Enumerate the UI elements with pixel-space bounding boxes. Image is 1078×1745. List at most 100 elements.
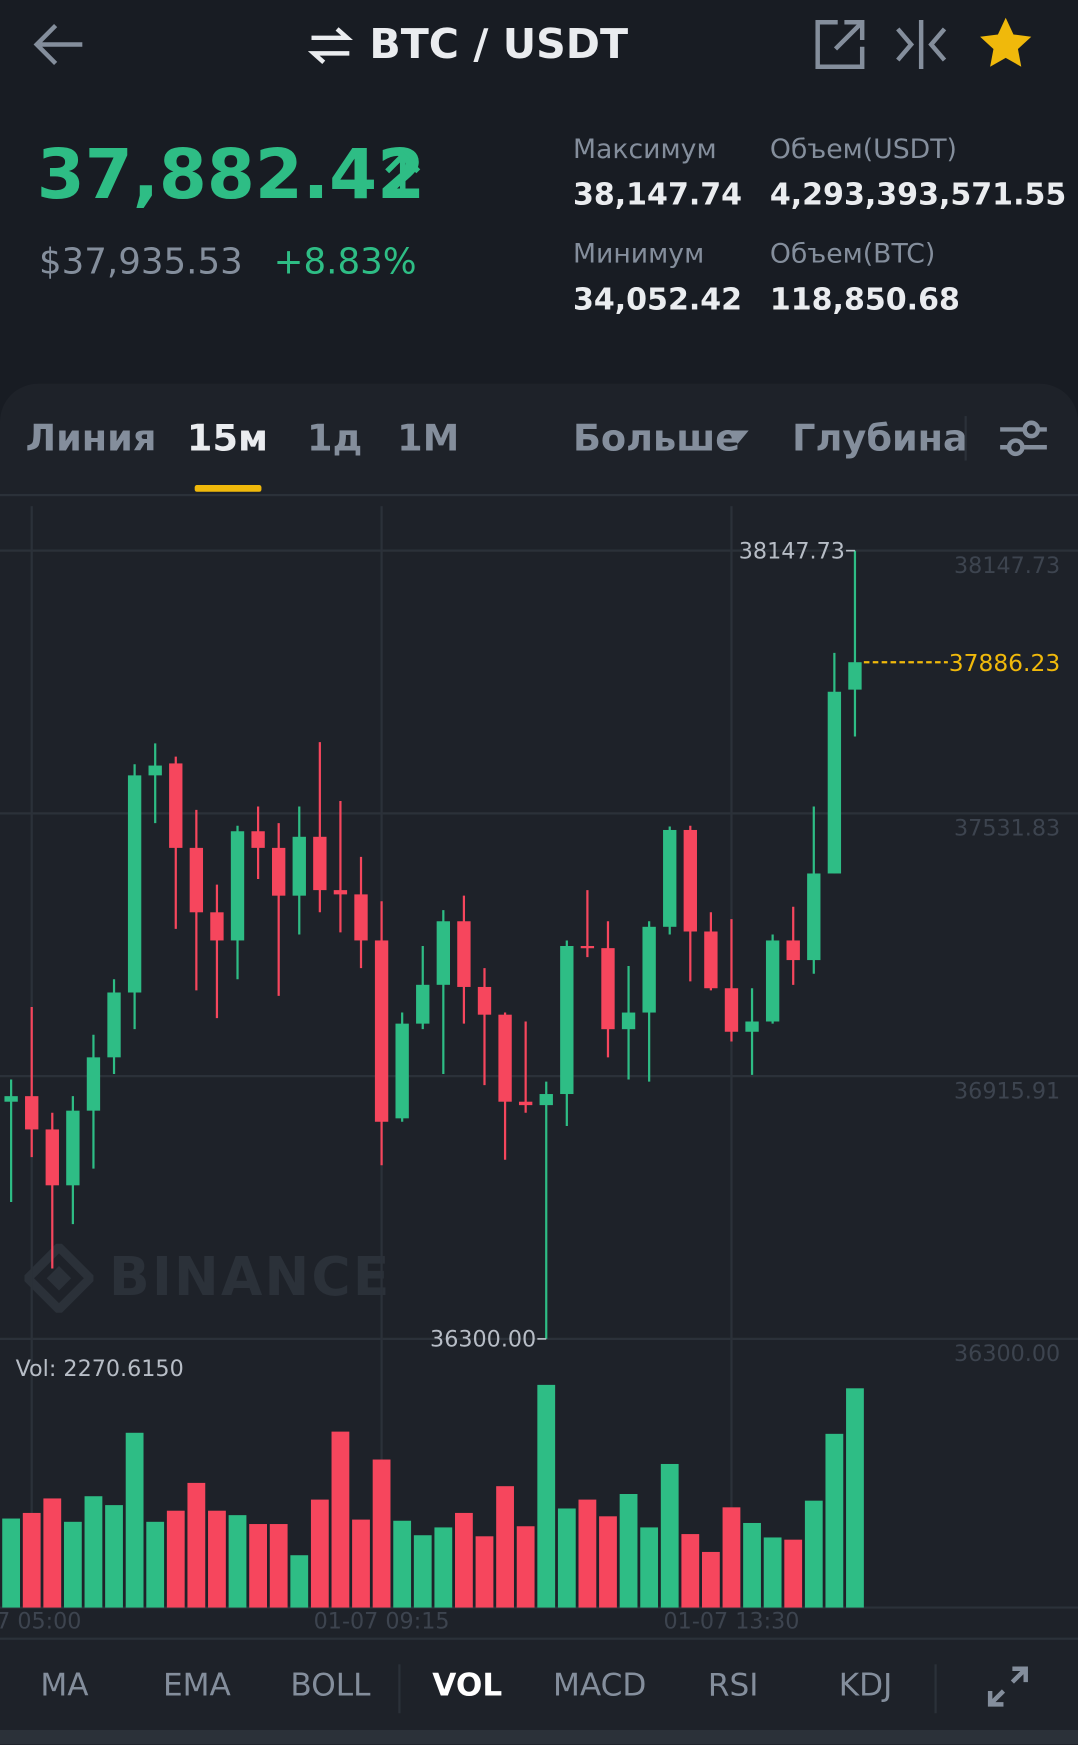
- candle-body: [251, 831, 265, 848]
- candle-body: [827, 691, 842, 874]
- bottom-bar: [0, 1729, 1078, 1745]
- candle-body: [45, 1129, 59, 1186]
- stat-value: 34,052.42: [572, 282, 743, 318]
- last-price-label: 37886.23: [949, 649, 1060, 677]
- volume-bar: [393, 1520, 412, 1608]
- indicator-tab[interactable]: EMA: [162, 1666, 231, 1704]
- price-change: +8.83%: [273, 240, 417, 283]
- candle-body: [313, 836, 327, 891]
- indicator-tab[interactable]: KDJ: [838, 1666, 893, 1704]
- stat-value: 118,850.68: [769, 282, 960, 318]
- tab[interactable]: 15м: [186, 416, 269, 460]
- divider: [934, 1664, 937, 1714]
- candle-body: [210, 912, 224, 941]
- volume-bar: [166, 1510, 185, 1608]
- tab-dropdown[interactable]: Больше: [572, 416, 741, 460]
- compare-icon[interactable]: [893, 18, 949, 71]
- candle-body: [539, 1094, 553, 1106]
- volume-bar: [43, 1498, 62, 1608]
- volume-bar: [413, 1535, 432, 1608]
- indicator-tab[interactable]: VOL: [432, 1666, 503, 1704]
- share-icon[interactable]: [813, 18, 866, 71]
- stat-label: Объем(USDT): [769, 133, 957, 165]
- volume-bar: [743, 1522, 761, 1608]
- volume-bar: [599, 1516, 617, 1608]
- volume-bar: [846, 1388, 864, 1608]
- active-tab-indicator: [194, 485, 261, 492]
- stat-value: 4,293,393,571.55: [769, 178, 1067, 213]
- volume-bar: [187, 1482, 206, 1608]
- volume-bar: [557, 1508, 576, 1608]
- volume-bar: [784, 1539, 803, 1608]
- indicator-tab[interactable]: MACD: [552, 1666, 647, 1704]
- indicator-tab[interactable]: MA: [40, 1666, 89, 1704]
- volume-bar: [804, 1500, 823, 1608]
- volume-bar: [63, 1521, 82, 1608]
- volume-bar: [372, 1459, 391, 1608]
- indicator-tab[interactable]: RSI: [707, 1666, 759, 1704]
- y-tick-label: 38147.73: [954, 553, 1060, 579]
- candle-body: [683, 829, 697, 932]
- last-price: 37,882.42: [36, 133, 426, 215]
- y-tick-label: 36300.00: [954, 1341, 1060, 1367]
- volume-bar: [2, 1518, 21, 1608]
- candle-body: [663, 829, 677, 927]
- low-marker-label: 36300.00: [430, 1327, 536, 1353]
- stat-value: 38,147.74: [572, 178, 743, 213]
- candle-body: [436, 921, 451, 985]
- fullscreen-icon[interactable]: [986, 1664, 1030, 1709]
- tab[interactable]: Глубина: [792, 416, 968, 460]
- volume-bar: [475, 1536, 494, 1608]
- tab[interactable]: Линия: [25, 416, 157, 460]
- divider: [964, 416, 967, 461]
- candle-body: [416, 984, 430, 1024]
- settings-icon[interactable]: [998, 418, 1049, 458]
- watermark-logo: [24, 1243, 94, 1313]
- candle-body: [621, 1012, 636, 1030]
- volume-bar: [516, 1526, 535, 1608]
- high-marker-label: 38147.73: [739, 538, 845, 564]
- candle-body: [745, 1021, 759, 1032]
- candle-body: [333, 890, 348, 895]
- candle-body: [848, 662, 862, 690]
- volume-bar: [331, 1431, 350, 1608]
- candle-body: [86, 1057, 101, 1111]
- volume-bar: [681, 1534, 700, 1608]
- pair-title: BTC / USDT: [369, 20, 629, 68]
- volume-bar: [228, 1515, 247, 1608]
- candle-body: [148, 765, 162, 776]
- watermark: BINANCE: [109, 1246, 392, 1309]
- candle-body: [498, 1014, 512, 1102]
- volume-bar: [578, 1499, 597, 1608]
- candle-body: [107, 992, 121, 1058]
- candle-body: [354, 894, 368, 941]
- candle-body: [272, 847, 286, 896]
- volume-bar: [352, 1519, 370, 1608]
- candle-body: [66, 1110, 80, 1186]
- candle-body: [4, 1096, 18, 1102]
- volume-label: Vol: 2270.6150: [16, 1356, 184, 1382]
- candlestick-chart: 36300.00 36915.91 37531.83 38147.73 07 05:00…: [0, 506, 1078, 1635]
- candle-body: [704, 931, 718, 989]
- candle-body: [765, 940, 780, 1022]
- tab[interactable]: 1M: [397, 416, 460, 460]
- candle-body: [25, 1096, 39, 1130]
- candle-body: [374, 940, 389, 1122]
- volume-bar: [105, 1505, 123, 1608]
- candle-body: [807, 873, 821, 961]
- tab[interactable]: 1д: [307, 416, 363, 460]
- swap-icon[interactable]: [307, 24, 354, 66]
- candle-body: [395, 1023, 409, 1119]
- favorite-star[interactable]: [977, 16, 1035, 72]
- candle-body: [189, 847, 204, 913]
- x-tick-label: 01-07 13:30: [664, 1609, 800, 1635]
- indicator-tab[interactable]: BOLL: [290, 1666, 371, 1704]
- volume-bar: [825, 1433, 844, 1608]
- back-button[interactable]: [31, 20, 87, 69]
- volume-bar: [310, 1499, 329, 1608]
- candle-body: [518, 1101, 533, 1106]
- price-usd: $37,935.53: [38, 240, 243, 283]
- volume-bar: [434, 1527, 453, 1608]
